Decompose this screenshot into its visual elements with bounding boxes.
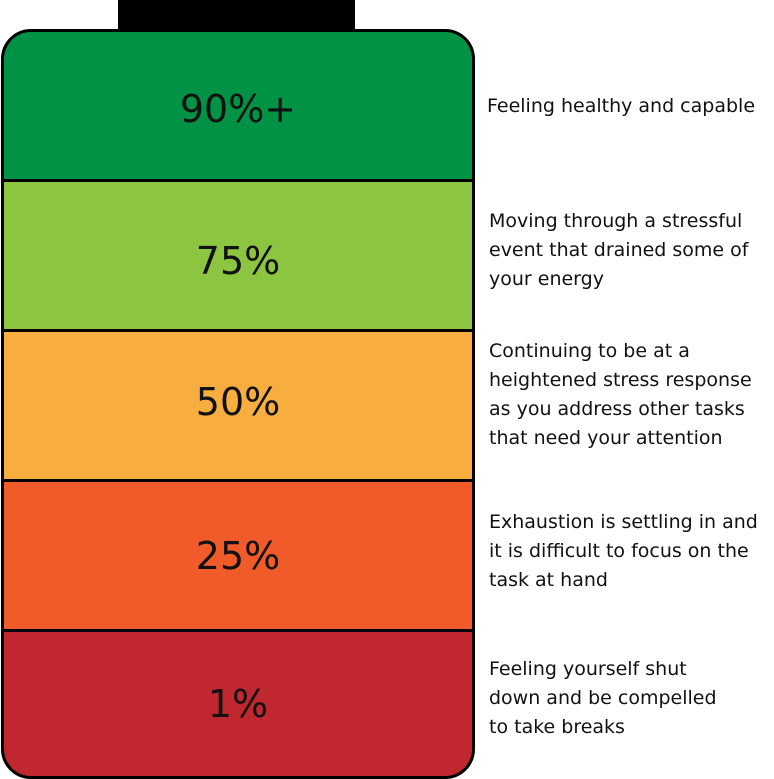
battery-level-90: 90%+: [4, 32, 472, 179]
battery-terminal: [118, 0, 355, 30]
battery-level-25: 25%: [4, 482, 472, 629]
battery-level-50: 50%: [4, 332, 472, 479]
battery-body: 90%+ 75% 50% 25% 1%: [1, 29, 475, 779]
level-description-90: Feeling healthy and capable: [487, 95, 756, 117]
level-description-25: Exhaustion is settling in and it is diff…: [489, 511, 758, 591]
battery-level-1: 1%: [4, 632, 472, 776]
level-label: 50%: [195, 379, 281, 424]
level-description-50: Continuing to be at a heightened stress …: [489, 340, 752, 449]
level-label: 1%: [207, 682, 269, 726]
level-label: 25%: [195, 533, 281, 578]
level-label: 75%: [195, 238, 281, 283]
battery-level-75: 75%: [4, 182, 472, 329]
level-description-1: Feeling yourself shut down and be compel…: [489, 658, 717, 738]
level-description-75: Moving through a stressful event that dr…: [489, 210, 749, 290]
level-label: 90%+: [179, 86, 297, 131]
